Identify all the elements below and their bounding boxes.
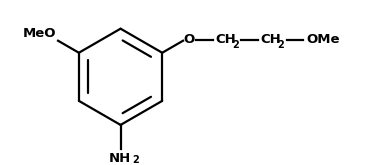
Text: 2: 2 [133,155,139,165]
Text: CH: CH [261,33,282,46]
Text: 2: 2 [277,40,284,50]
Text: MeO: MeO [23,27,56,40]
Text: 2: 2 [232,40,239,50]
Text: O: O [183,33,194,46]
Text: NH: NH [108,152,131,165]
Text: CH: CH [215,33,236,46]
Text: OMe: OMe [306,33,340,46]
